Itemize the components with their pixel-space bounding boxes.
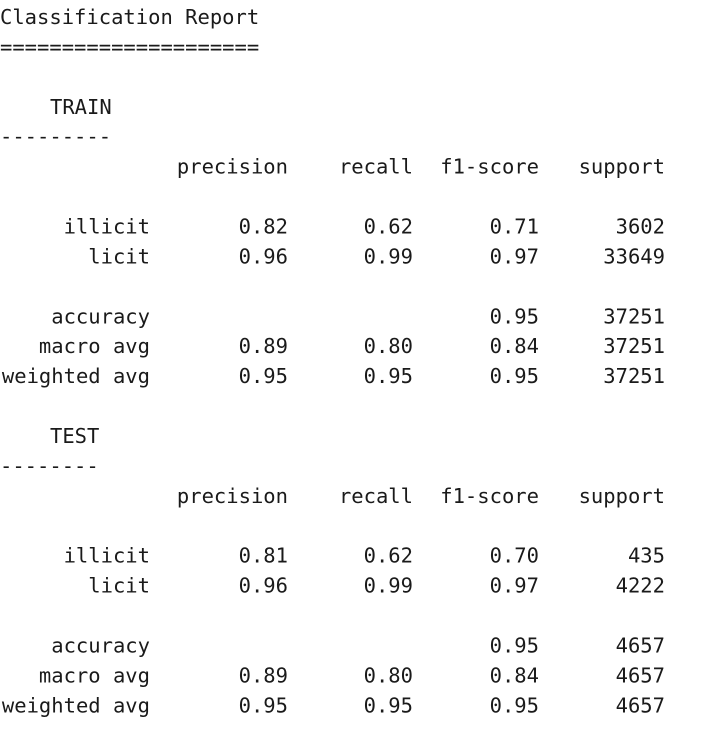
cell: 0.62 [364,544,413,568]
cell: 0.96 [239,574,288,598]
cell: 0.95 [490,364,539,388]
cell: 0.89 [239,663,288,687]
cell: 37251 [603,364,665,388]
cell: 0.96 [239,244,288,268]
cell: 4657 [616,693,665,717]
cell: 33649 [603,244,665,268]
column-header: recall [339,155,413,179]
cell: 0.71 [490,215,539,239]
row-label: weighted avg [2,693,150,717]
report-title: Classification Report [0,5,259,29]
title-rule: ===================== [0,35,259,59]
cell: 0.99 [364,574,413,598]
cell: 0.99 [364,244,413,268]
section-name: TEST [50,424,99,448]
cell: 0.97 [490,574,539,598]
cell: 0.95 [364,693,413,717]
column-header: precision [177,484,288,508]
cell: 0.95 [490,693,539,717]
cell: 0.62 [364,215,413,239]
cell: 0.81 [239,544,288,568]
cell: 0.95 [364,364,413,388]
row-label: accuracy [51,304,150,328]
section-rule: -------- [0,454,99,478]
section-name: TRAIN [50,95,112,119]
column-header: support [579,155,665,179]
row-label: macro avg [39,663,150,687]
cell: 37251 [603,304,665,328]
cell: 435 [628,544,665,568]
row-label: illicit [64,544,150,568]
cell: 0.84 [490,663,539,687]
cell: 0.70 [490,544,539,568]
cell: 37251 [603,334,665,358]
column-header: f1-score [440,155,539,179]
column-header: precision [177,155,288,179]
cell: 0.95 [239,693,288,717]
cell: 0.95 [239,364,288,388]
row-label: illicit [64,215,150,239]
cell: 0.82 [239,215,288,239]
cell: 3602 [616,215,665,239]
cell: 0.89 [239,334,288,358]
row-label: licit [88,574,150,598]
row-label: weighted avg [2,364,150,388]
cell: 0.80 [364,334,413,358]
cell: 4657 [616,663,665,687]
row-label: macro avg [39,334,150,358]
cell: 0.80 [364,663,413,687]
column-header: recall [339,484,413,508]
section-rule: --------- [0,125,111,149]
cell: 0.97 [490,244,539,268]
row-label: licit [88,244,150,268]
column-header: support [579,484,665,508]
cell: 0.95 [490,304,539,328]
cell: 4657 [616,634,665,658]
cell: 4222 [616,574,665,598]
column-header: f1-score [440,484,539,508]
row-label: accuracy [51,634,150,658]
cell: 0.84 [490,334,539,358]
cell: 0.95 [490,634,539,658]
